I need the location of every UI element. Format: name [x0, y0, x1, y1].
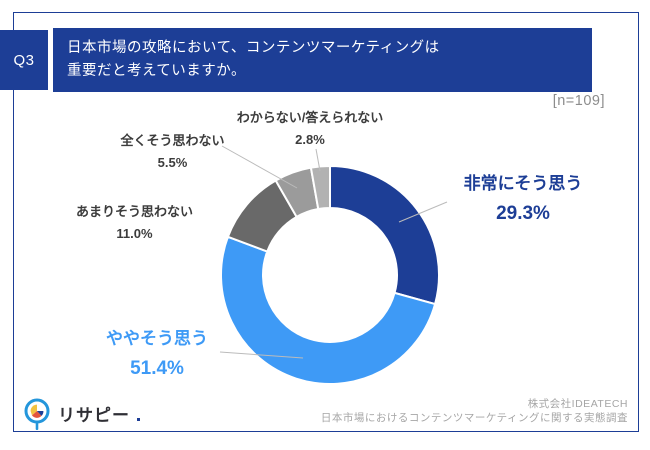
leader-lines — [219, 145, 448, 359]
credit-company: 株式会社IDEATECH — [527, 398, 628, 410]
question-box: 日本市場の攻略において、コンテンツマーケティングは 重要だと考えていますか。 — [53, 28, 592, 92]
leader-line-somewhat-agree — [219, 351, 304, 359]
question-text-line2: 重要だと考えていますか。 — [67, 63, 246, 80]
callout-dont-know: わからない/答えられない 2.8% — [224, 107, 396, 151]
risapi-logo-period — [137, 417, 140, 421]
leader-line-dont-know — [315, 148, 321, 172]
callout-value: 11.0% — [116, 226, 153, 242]
risapi-logo-text: リサピー — [58, 405, 130, 425]
callout-somewhat-agree: ややそう思う 51.4% — [72, 324, 242, 380]
callout-value: 5.5% — [157, 155, 188, 171]
callout-label: ややそう思う — [106, 329, 208, 348]
slide-border-frame — [13, 12, 639, 432]
callout-strongly-agree: 非常にそう思う 29.3% — [438, 169, 608, 225]
callout-value: 51.4% — [130, 358, 184, 379]
callout-value: 2.8% — [295, 132, 325, 148]
callout-value: 29.3% — [496, 203, 550, 224]
leader-line-strongly-disagree — [221, 145, 298, 189]
donut-segment — [220, 235, 437, 385]
leader-line-strongly-agree — [398, 201, 448, 223]
callout-label: 非常にそう思う — [463, 174, 583, 193]
callout-label: わからない/答えられない — [236, 110, 384, 125]
risapi-logo: リサピー — [21, 396, 140, 434]
risapi-logo-icon — [24, 398, 50, 430]
sample-size-label: [n=109] — [552, 93, 605, 109]
callout-label: 全くそう思わない — [120, 133, 225, 148]
donut-segments — [220, 164, 440, 385]
question-text-line1: 日本市場の攻略において、コンテンツマーケティングは — [67, 40, 440, 56]
callout-strongly-disagree: 全くそう思わない 5.5% — [90, 130, 255, 174]
credit-survey-title: 日本市場におけるコンテンツマーケティングに関する実態調査 — [320, 411, 628, 424]
question-id-label: Q3 — [13, 51, 35, 69]
callout-label: あまりそう思わない — [75, 204, 193, 219]
credit-block: 株式会社IDEATECH 日本市場におけるコンテンツマーケティングに関する実態調… — [208, 398, 628, 425]
question-id-badge: Q3 — [0, 30, 48, 90]
donut-segment — [309, 164, 331, 211]
callout-somewhat-disagree: あまりそう思わない 11.0% — [52, 201, 217, 245]
donut-segment — [329, 164, 440, 306]
